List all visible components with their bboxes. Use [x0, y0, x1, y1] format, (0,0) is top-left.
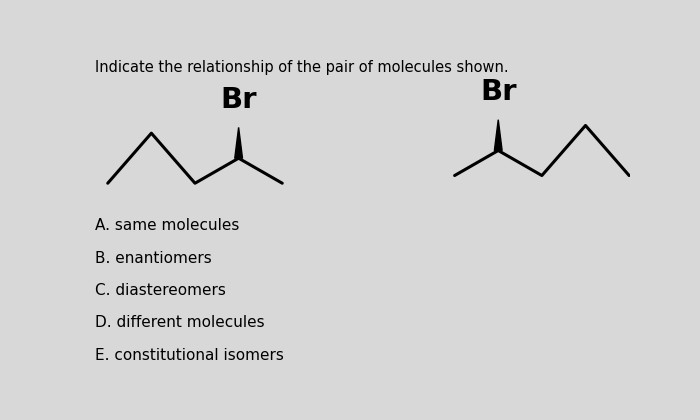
Text: Br: Br	[220, 86, 257, 113]
Text: B. enantiomers: B. enantiomers	[95, 251, 212, 265]
Text: D. different molecules: D. different molecules	[95, 315, 265, 330]
Text: Br: Br	[480, 78, 517, 106]
Polygon shape	[234, 127, 242, 158]
Text: C. diastereomers: C. diastereomers	[95, 283, 226, 298]
Text: Indicate the relationship of the pair of molecules shown.: Indicate the relationship of the pair of…	[95, 60, 509, 75]
Text: A. same molecules: A. same molecules	[95, 218, 239, 233]
Polygon shape	[494, 120, 502, 150]
Text: E. constitutional isomers: E. constitutional isomers	[95, 348, 284, 362]
